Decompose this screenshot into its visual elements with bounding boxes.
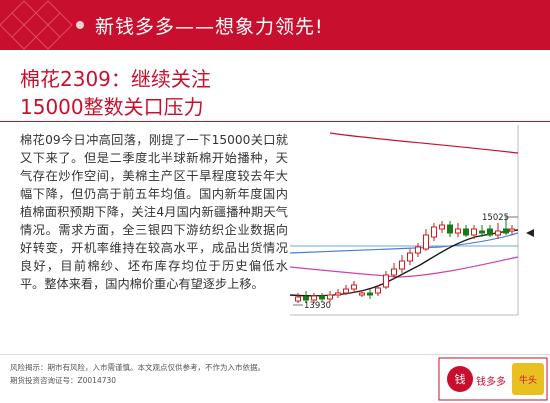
current-price-arrow (526, 229, 534, 237)
candle-body (487, 228, 493, 236)
candles (295, 217, 515, 303)
headline-line-2: 15000整数关口压力 (20, 95, 204, 119)
candle-body (479, 230, 485, 234)
top-banner: 新钱多多——想象力领先! (0, 0, 550, 50)
candle-body (311, 295, 317, 301)
candle-body (503, 228, 509, 234)
candle-body (375, 287, 381, 294)
annotation-high: 15025 (482, 213, 509, 223)
candle-body (455, 228, 461, 234)
candle-body (463, 228, 469, 236)
candle-body (295, 296, 301, 302)
logo-coin-icon (447, 366, 473, 392)
candle-body (447, 224, 453, 234)
candle-body (383, 274, 389, 288)
candle-body (343, 288, 349, 294)
candle-body (391, 268, 397, 276)
banner-title: 新钱多多——想象力领先! (95, 16, 324, 38)
candle-body (407, 252, 413, 262)
candle-body (319, 295, 325, 300)
logo-bull-badge (512, 363, 544, 395)
annotation-low: 13930 (304, 301, 331, 311)
ma-long-line (329, 132, 519, 154)
headline-line-1: 棉花2309：继续关注 (20, 67, 211, 91)
logo-brand-text: 钱多多 (476, 375, 506, 388)
logo-bull-text: 牛头 (519, 374, 537, 386)
candle-body (327, 294, 333, 300)
banner-pattern (0, 0, 84, 50)
candle-body (415, 246, 421, 254)
footer-rule (0, 354, 550, 355)
candle-body (303, 296, 309, 301)
candle-body (509, 228, 515, 232)
candle-body (471, 228, 477, 236)
candle-body (399, 260, 405, 270)
candle-body (439, 224, 445, 230)
analysis-text: 棉花09今日冲高回落，刚提了一下15000关口就又下来了。但是二季度北半球新棉开… (20, 133, 288, 291)
ma-mid-line (290, 256, 519, 278)
candle-body (335, 292, 341, 296)
license-number: 期货投资咨询证号：Z0014730 (10, 376, 117, 385)
candle-body (351, 284, 357, 290)
candle-body (423, 234, 429, 250)
brand-logo: 钱 钱多多 牛头 (438, 357, 548, 401)
candle-body (367, 292, 373, 296)
candle-body (359, 292, 365, 296)
risk-disclaimer: 风险揭示：期市有风险，入市需谨慎。本文观点仅供参考，不作为入市依据。 (10, 363, 265, 372)
logo-coin-glyph: 钱 (455, 372, 466, 386)
candle-body (431, 226, 437, 238)
price-chart: 15025 13930 (290, 125, 550, 340)
candle-body (495, 230, 501, 236)
headline-divider (0, 121, 550, 122)
